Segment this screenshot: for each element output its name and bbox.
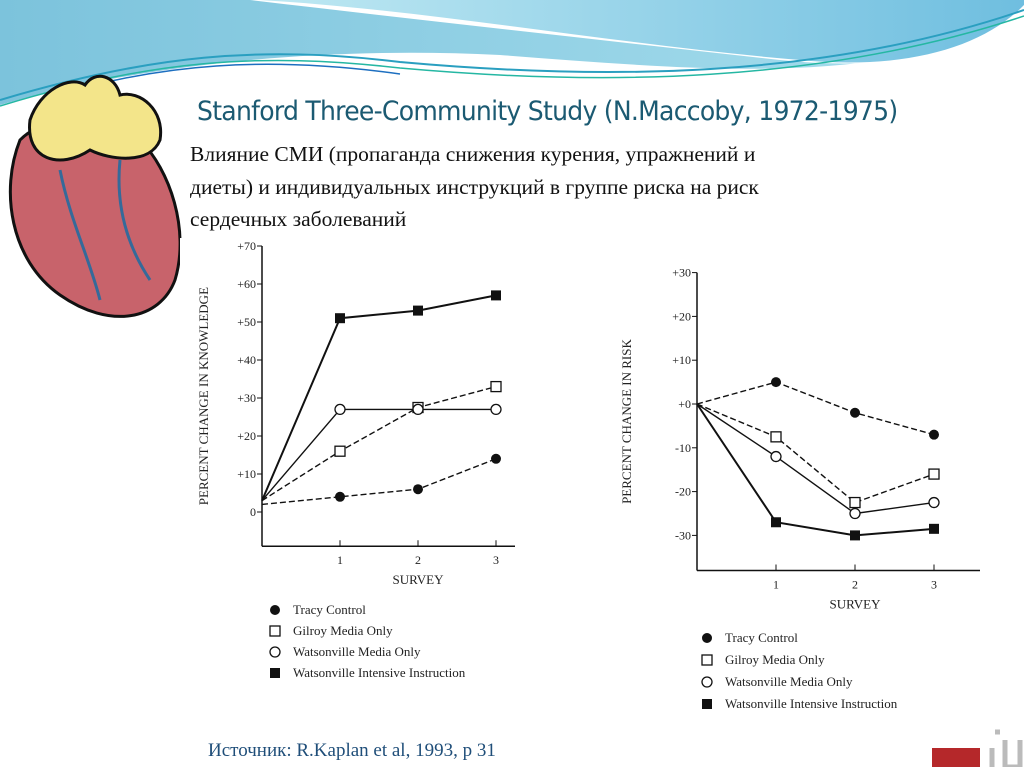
x-tick-label: 3	[493, 553, 499, 567]
series-line	[261, 385, 497, 502]
marker-open-circle	[928, 496, 940, 509]
y-axis-label: PERCENT CHANGE IN KNOWLEDGE	[196, 287, 211, 505]
knowledge-chart: 0 +10 +20 +30 +40 +50 +60 +70 1 2 3 SURVEY PERCENT C…	[196, 239, 515, 680]
series-line	[696, 403, 935, 515]
legend-label: Tracy Control	[293, 602, 366, 617]
marker-filled-square	[702, 699, 712, 709]
marker-open-square	[849, 496, 861, 509]
marker-filled-circle	[413, 484, 423, 495]
y-tick-label: +20	[672, 309, 691, 323]
y-tick-label: +30	[672, 266, 691, 280]
marker-filled-square	[270, 668, 280, 678]
marker-filled-circle	[850, 407, 860, 418]
marker-open-circle	[701, 676, 713, 688]
y-tick-label: -30	[675, 528, 691, 542]
y-tick-label: +50	[237, 315, 256, 329]
marker-filled-square	[413, 305, 423, 316]
y-tick-label: +0	[678, 397, 691, 411]
marker-open-circle	[770, 450, 782, 463]
legend-label: Gilroy Media Only	[293, 623, 393, 638]
heart-illustration	[8, 74, 182, 318]
marker-filled-square	[491, 290, 501, 301]
marker-open-circle	[490, 403, 502, 416]
marker-open-square	[928, 468, 940, 480]
legend-label: Watsonville Media Only	[725, 674, 853, 689]
y-tick-label: 0	[250, 505, 256, 519]
knowledge-chart-panel	[180, 238, 590, 740]
marker-open-square	[490, 380, 502, 393]
x-tick-label: 1	[337, 553, 343, 567]
legend-label: Watsonville Intensive Instruction	[293, 665, 466, 680]
x-axis-label: SURVEY	[393, 572, 445, 587]
marker-open-square	[770, 431, 782, 443]
y-tick-label: +30	[237, 391, 256, 405]
risk-chart: +30 +20 +10 +0 -10 -20 -30 1 2 3 SURVEY PERCENT CHA…	[619, 266, 980, 711]
x-axis-label: SURVEY	[830, 596, 882, 611]
marker-filled-square	[771, 517, 781, 528]
marker-filled-circle	[491, 453, 501, 464]
y-tick-label: +70	[237, 239, 256, 253]
marker-open-circle	[334, 403, 346, 416]
source-citation: Источник: R.Kaplan et al, 1993, p 31	[208, 740, 496, 761]
series-line	[261, 458, 497, 506]
marker-open-square	[269, 625, 281, 637]
subtitle-line: сердечных заболеваний	[190, 207, 407, 231]
marker-filled-square	[850, 530, 860, 541]
marker-filled-circle	[929, 429, 939, 440]
series-line	[696, 403, 935, 504]
slide-title: Stanford Three-Community Study (N.Maccob…	[197, 96, 898, 127]
subtitle-line: Влияние СМИ (пропаганда снижения курения…	[190, 142, 756, 166]
marker-open-square	[334, 445, 346, 457]
marker-filled-circle	[335, 491, 345, 502]
x-tick-label: 2	[415, 553, 421, 567]
y-tick-label: +10	[672, 353, 691, 367]
y-tick-label: +40	[237, 353, 256, 367]
legend-label: Watsonville Intensive Instruction	[725, 696, 898, 711]
marker-filled-circle	[270, 605, 280, 615]
y-tick-label: -20	[675, 485, 691, 499]
series-line	[261, 294, 497, 501]
x-tick-label: 1	[773, 577, 779, 591]
series-line	[696, 381, 935, 436]
series-line	[261, 408, 496, 502]
legend-label: Watsonville Media Only	[293, 644, 421, 659]
marker-open-circle	[269, 646, 281, 658]
legend-label: Gilroy Media Only	[725, 652, 825, 667]
slide-subtitle: Влияние СМИ (пропаганда снижения курения…	[190, 138, 1020, 236]
marker-filled-square	[335, 313, 345, 324]
risk-chart-panel	[595, 248, 995, 748]
series-line	[696, 403, 935, 537]
marker-open-circle	[412, 403, 424, 416]
x-tick-label: 3	[931, 577, 937, 591]
y-axis-label: PERCENT CHANGE IN RISK	[619, 339, 634, 504]
marker-open-circle	[849, 507, 861, 520]
x-tick-label: 2	[852, 577, 858, 591]
y-tick-label: +20	[237, 429, 256, 443]
subtitle-line: диеты) и индивидуальных инструкций в гру…	[190, 174, 759, 199]
y-tick-label: +10	[237, 467, 256, 481]
y-tick-label: -10	[675, 441, 691, 455]
y-tick-label: +60	[237, 277, 256, 291]
marker-open-square	[701, 654, 713, 666]
marker-filled-square	[929, 523, 939, 534]
legend-label: Tracy Control	[725, 630, 798, 645]
marker-filled-circle	[771, 377, 781, 388]
marker-filled-circle	[702, 633, 712, 643]
